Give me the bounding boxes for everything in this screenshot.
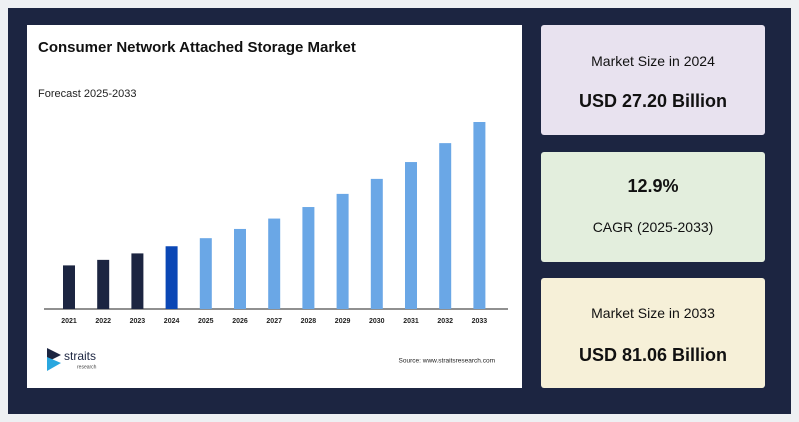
x-tick-label: 2023 bbox=[130, 318, 146, 325]
card-value: USD 81.06 Billion bbox=[578, 345, 728, 365]
x-tick-label: 2024 bbox=[164, 318, 180, 325]
bar bbox=[234, 228, 246, 309]
bar bbox=[165, 246, 178, 309]
logo-icon bbox=[47, 357, 61, 371]
x-tick-label: 2031 bbox=[403, 318, 419, 325]
x-tick-label: 2026 bbox=[232, 318, 248, 325]
bar bbox=[97, 259, 110, 309]
bar bbox=[131, 253, 144, 309]
x-tick-label: 2032 bbox=[437, 318, 453, 325]
logo: straits research bbox=[47, 348, 97, 371]
card: Market Size in 2024 USD 27.20 Billion bbox=[541, 25, 765, 135]
bar bbox=[336, 193, 349, 309]
x-tick-label: 2033 bbox=[472, 318, 488, 325]
bar bbox=[268, 218, 281, 309]
card: Market Size in 2033 USD 81.06 Billion bbox=[541, 278, 765, 388]
chart: Consumer Network Attached Storage Market… bbox=[38, 39, 508, 371]
bar bbox=[439, 143, 452, 309]
card-value: 12.9% bbox=[627, 176, 679, 196]
bar bbox=[473, 122, 486, 309]
x-tick-label: 2029 bbox=[335, 318, 351, 325]
logo-name: straits bbox=[64, 349, 96, 363]
x-tick-label: 2025 bbox=[198, 318, 214, 325]
chart-subtitle: Forecast 2025-2033 bbox=[38, 88, 136, 100]
x-tick-label: 2028 bbox=[301, 318, 317, 325]
card: 12.9% CAGR (2025-2033) bbox=[541, 152, 765, 262]
bar bbox=[370, 178, 383, 309]
source: Source: www.straitsresearch.com bbox=[399, 358, 495, 365]
chart-title: Consumer Network Attached Storage Market bbox=[38, 39, 356, 56]
card-value: USD 27.20 Billion bbox=[578, 91, 728, 111]
bar bbox=[199, 238, 212, 309]
card-label: Market Size in 2024 bbox=[591, 53, 715, 69]
bar bbox=[302, 207, 315, 309]
x-tick-label: 2027 bbox=[266, 318, 282, 325]
x-tick-label: 2030 bbox=[369, 318, 385, 325]
x-tick-label: 2022 bbox=[95, 318, 111, 325]
bar bbox=[63, 265, 75, 309]
chart-panel: Consumer Network Attached Storage Market… bbox=[27, 25, 522, 388]
bar bbox=[405, 162, 417, 309]
x-tick-label: 2021 bbox=[61, 318, 77, 325]
card-label: Market Size in 2033 bbox=[591, 305, 715, 321]
logo-tagline: research bbox=[77, 364, 97, 370]
card-label: CAGR (2025-2033) bbox=[592, 219, 714, 235]
